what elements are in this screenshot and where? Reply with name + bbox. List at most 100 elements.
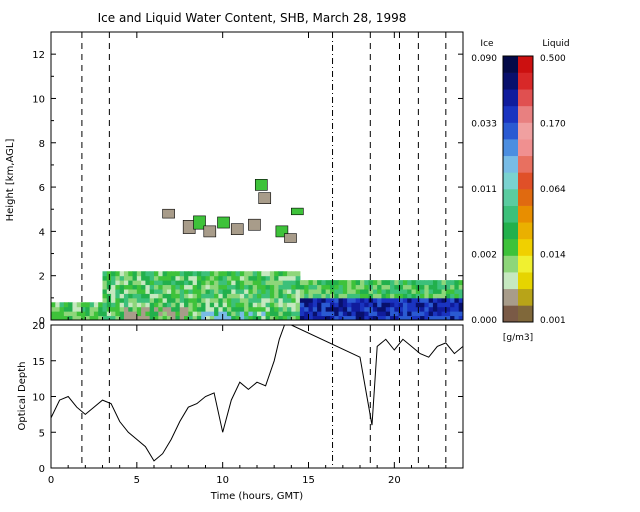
colorbar-ice-tick: 0.002	[471, 251, 497, 261]
heatmap-cell	[282, 297, 288, 303]
heatmap-cell	[214, 315, 219, 320]
heatmap-cell	[218, 302, 224, 308]
heatmap-cell	[136, 271, 142, 277]
heatmap-cell	[372, 311, 378, 317]
heatmap-cell	[299, 302, 305, 308]
heatmap-cell	[261, 297, 267, 303]
heatmap-cell	[295, 293, 301, 299]
heatmap-cell	[166, 280, 172, 286]
heatmap-cell	[239, 280, 245, 286]
heatmap-cell	[342, 280, 348, 286]
heatmap-cell	[115, 275, 121, 281]
heatmap-cell	[123, 284, 129, 290]
heatmap-cell	[115, 288, 121, 294]
heatmap-cell	[432, 302, 438, 308]
heatmap-cell	[119, 297, 125, 303]
heatmap-cell	[235, 284, 241, 290]
heatmap-cell	[55, 306, 61, 312]
heatmap-cell	[458, 284, 463, 290]
heatmap-cell	[201, 315, 206, 320]
heatmap-cell	[214, 288, 219, 294]
heatmap-cell	[441, 288, 447, 294]
optical-depth-tick-label: 20	[32, 321, 45, 332]
heatmap-cell	[106, 293, 112, 299]
heatmap-cell	[55, 311, 61, 317]
heatmap-cell	[364, 293, 370, 299]
heatmap-cell	[257, 280, 262, 286]
heatmap-cell	[175, 306, 181, 312]
heatmap-cell	[154, 275, 159, 281]
heatmap-cell	[377, 293, 382, 299]
heatmap-cell	[351, 315, 357, 320]
heatmap-cell	[308, 284, 314, 290]
heatmap-cell	[450, 315, 455, 320]
heatmap-cell	[355, 306, 361, 312]
heatmap-cell	[275, 225, 289, 238]
heatmap-cell	[282, 271, 288, 277]
heatmap-cell	[149, 280, 155, 286]
heatmap-cell	[338, 288, 344, 294]
heatmap-cell	[398, 306, 404, 312]
heatmap-cell	[192, 288, 198, 294]
heatmap-cell	[184, 280, 189, 286]
heatmap-cell	[364, 288, 370, 294]
heatmap-cell	[115, 311, 121, 317]
heatmap-cell	[196, 271, 202, 277]
heatmap-cell	[111, 275, 116, 281]
heatmap-cell	[226, 275, 232, 281]
heatmap-cell	[347, 284, 352, 290]
heatmap-cell	[81, 315, 86, 320]
heatmap-cell	[68, 315, 73, 320]
heatmap-cell	[231, 284, 237, 290]
heatmap-cell	[166, 275, 172, 281]
heatmap-cell	[209, 306, 215, 312]
heatmap-cell	[304, 288, 309, 294]
heatmap-cell	[205, 271, 211, 277]
heatmap-cell	[128, 302, 134, 308]
heatmap-cell	[428, 306, 434, 312]
heatmap-cell	[188, 284, 194, 290]
heatmap-cell	[390, 315, 395, 320]
heatmap-cell	[257, 271, 262, 277]
heatmap-cell	[218, 284, 224, 290]
heatmap-cell	[360, 315, 365, 320]
heatmap-cell	[360, 293, 365, 299]
heatmap-cell	[184, 297, 189, 303]
heatmap-cell	[85, 311, 91, 317]
heatmap-cell	[188, 306, 194, 312]
heatmap-cell	[145, 280, 151, 286]
heatmap-cell	[411, 284, 417, 290]
colorbar-liquid-swatch	[518, 272, 533, 290]
heatmap-cell	[308, 311, 314, 317]
heatmap-cell	[282, 306, 288, 312]
heatmap-cell	[231, 306, 237, 312]
heatmap-cell	[329, 311, 335, 317]
heatmap-cell	[338, 306, 344, 312]
optical-depth-axis-label: Optical Depth	[17, 362, 28, 431]
heatmap-cell	[111, 311, 116, 317]
heatmap-cell	[291, 288, 297, 294]
heatmap-cell	[171, 288, 176, 294]
heatmap-cell	[205, 302, 211, 308]
optical-depth-tick-label: 5	[39, 428, 45, 439]
heatmap-cell	[93, 302, 99, 308]
heatmap-cell	[291, 306, 297, 312]
heatmap-cell	[420, 306, 425, 312]
colorbar-ice-swatch	[503, 72, 518, 90]
heatmap-cell	[265, 271, 271, 277]
heatmap-cell	[385, 306, 391, 312]
heatmap-cell	[188, 311, 194, 317]
heatmap-cell	[287, 311, 292, 317]
heatmap-cell	[420, 293, 425, 299]
heatmap-cell	[184, 275, 189, 281]
heatmap-cell	[265, 275, 271, 281]
heatmap-cell	[299, 284, 305, 290]
heatmap-cell	[304, 297, 309, 303]
heatmap-cell	[55, 315, 61, 320]
heatmap-cell	[196, 275, 202, 281]
heatmap-cell	[192, 315, 198, 320]
heatmap-cell	[226, 288, 232, 294]
heatmap-cell	[123, 297, 129, 303]
heatmap-cell	[321, 315, 327, 320]
heatmap-cell	[111, 306, 116, 312]
